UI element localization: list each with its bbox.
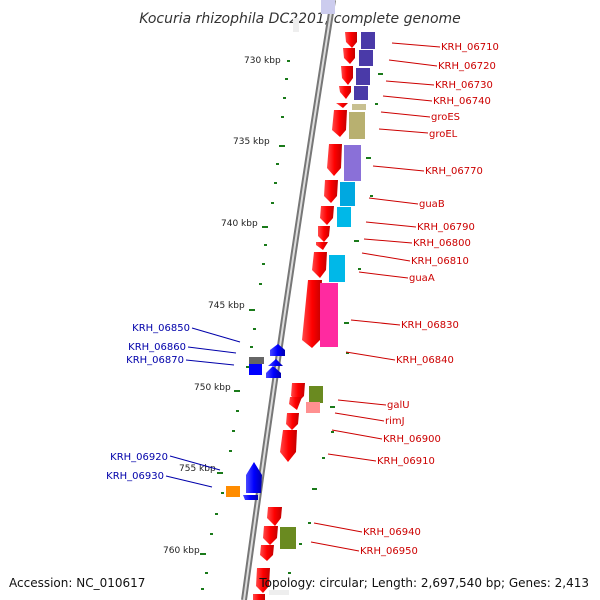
gene-arrow[interactable]	[312, 252, 327, 278]
gene-arrow[interactable]	[268, 359, 283, 366]
scale-label: 755 kbp	[179, 464, 216, 474]
gene-label[interactable]: KRH_06790	[417, 222, 475, 233]
gene-arrow[interactable]	[320, 206, 334, 225]
gene-arrow[interactable]	[286, 413, 299, 430]
gene-label[interactable]: KRH_06720	[438, 61, 496, 72]
gene-arrow[interactable]	[256, 568, 270, 593]
gene-arrow[interactable]	[343, 48, 355, 64]
cog-box	[306, 402, 320, 413]
scale-label: 760 kbp	[163, 546, 200, 556]
gene-label[interactable]: KRH_06740	[433, 96, 491, 107]
cog-box	[329, 255, 345, 282]
forward-leaders	[310, 42, 441, 552]
gene-label[interactable]: KRH_06860	[128, 342, 186, 353]
gene-label[interactable]: KRH_06870	[126, 355, 184, 366]
gene-label[interactable]: KRH_06830	[401, 320, 459, 331]
gene-label[interactable]: rimJ	[385, 416, 405, 427]
gene-arrow[interactable]	[270, 344, 285, 356]
gene-label[interactable]: KRH_06800	[413, 238, 471, 249]
gene-arrow[interactable]	[289, 397, 302, 410]
gene-arrow[interactable]	[318, 226, 330, 242]
scale-labels: 730 kbp 735 kbp 740 kbp 745 kbp 750 kbp …	[163, 56, 281, 556]
forward-gene-labels: KRH_06710 KRH_06720 KRH_06730 KRH_06740 …	[360, 42, 499, 557]
scale-guide-inner	[200, 60, 290, 590]
gene-label[interactable]: KRH_06900	[383, 434, 441, 445]
gene-arrow[interactable]	[327, 144, 342, 176]
topology-text: Topology: circular; Length: 2,697,540 bp…	[258, 576, 589, 590]
scale-label: 750 kbp	[194, 383, 231, 393]
cog-box	[280, 527, 296, 549]
gene-arrow[interactable]	[263, 526, 278, 545]
gene-arrow[interactable]	[280, 430, 297, 462]
gene-label[interactable]: KRH_06840	[396, 355, 454, 366]
gene-label[interactable]: groES	[431, 112, 460, 123]
gene-label[interactable]: KRH_06920	[110, 452, 168, 463]
cog-box	[320, 283, 338, 347]
gene-arrow[interactable]	[253, 594, 265, 600]
cog-box	[344, 145, 361, 181]
gene-arrow[interactable]	[243, 495, 258, 500]
cog-box	[361, 32, 375, 49]
map-title: Kocuria rhizophila DC2201, complete geno…	[139, 11, 461, 27]
scale-label: 735 kbp	[233, 137, 270, 147]
cog-box	[309, 386, 323, 403]
gene-label[interactable]: guaB	[419, 199, 445, 210]
gene-label[interactable]: KRH_06950	[360, 546, 418, 557]
gene-arrow[interactable]	[267, 507, 282, 526]
gene-arrow[interactable]	[332, 110, 347, 137]
cog-box	[349, 112, 365, 139]
accession-text: Accession: NC_010617	[9, 576, 145, 590]
genome-backbone	[241, 0, 336, 600]
misc-features	[269, 0, 335, 595]
scale-guide-outer	[288, 73, 383, 574]
gene-label[interactable]: KRH_06940	[363, 527, 421, 538]
gene-box[interactable]	[226, 486, 240, 497]
gene-arrow[interactable]	[339, 86, 351, 99]
cog-box	[352, 104, 366, 110]
gene-label[interactable]: guaA	[409, 273, 435, 284]
gene-arrow[interactable]	[316, 242, 328, 250]
gene-label[interactable]: galU	[387, 400, 410, 411]
gene-box[interactable]	[249, 357, 264, 364]
cog-box	[359, 50, 373, 66]
cog-box	[356, 68, 370, 85]
reverse-leaders	[165, 327, 241, 488]
gene-arrow[interactable]	[324, 180, 338, 203]
gene-arrow[interactable]	[302, 280, 322, 348]
cog-box	[340, 182, 355, 206]
gene-label[interactable]: groEL	[429, 129, 458, 140]
gene-arrow[interactable]	[345, 32, 357, 48]
gene-label[interactable]: KRH_06850	[132, 323, 190, 334]
cog-box	[337, 207, 351, 227]
reverse-genes	[226, 344, 285, 500]
reverse-gene-labels: KRH_06850 KRH_06860 KRH_06870 KRH_06920 …	[106, 323, 190, 482]
gene-label[interactable]: KRH_06930	[106, 471, 164, 482]
gene-arrow[interactable]	[266, 366, 281, 378]
cog-box	[354, 86, 368, 100]
gene-arrow[interactable]	[341, 66, 353, 85]
gene-label[interactable]: KRH_06730	[435, 80, 493, 91]
gene-label[interactable]: KRH_06910	[377, 456, 435, 467]
scale-label: 730 kbp	[244, 56, 281, 66]
gene-arrow[interactable]	[246, 462, 262, 493]
gene-box[interactable]	[249, 364, 262, 375]
scale-label: 740 kbp	[221, 219, 258, 229]
scale-label: 745 kbp	[208, 301, 245, 311]
cog-boxes	[280, 32, 375, 549]
gene-label[interactable]: KRH_06710	[441, 42, 499, 53]
gene-label[interactable]: KRH_06810	[411, 256, 469, 267]
forward-genes	[253, 32, 357, 600]
gene-arrow[interactable]	[260, 545, 274, 561]
gene-arrow[interactable]	[336, 103, 348, 108]
gene-label[interactable]: KRH_06770	[425, 166, 483, 177]
